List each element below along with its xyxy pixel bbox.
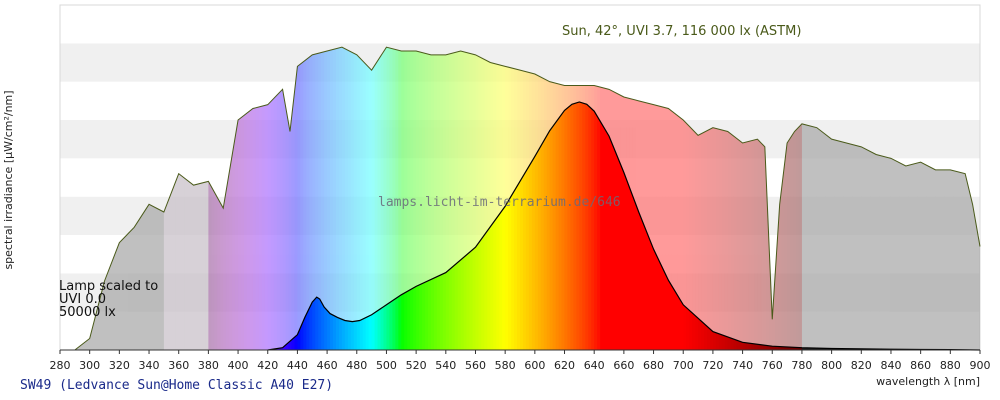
x-tick-label: 720 <box>702 359 723 372</box>
x-tick-label: 300 <box>79 359 100 372</box>
x-tick-label: 520 <box>406 359 427 372</box>
x-tick-label: 340 <box>139 359 160 372</box>
x-tick-label: 420 <box>257 359 278 372</box>
x-tick-label: 780 <box>791 359 812 372</box>
x-tick-label: 400 <box>228 359 249 372</box>
lamp-annotation-line-1: Lamp scaled to <box>59 279 158 294</box>
x-tick-label: 740 <box>732 359 753 372</box>
sun-annotation: Sun, 42°, UVI 3.7, 116 000 lx (ASTM) <box>562 24 801 39</box>
watermark-text: lamps.licht-im-terrarium.de/646 <box>378 195 621 210</box>
x-tick-label: 580 <box>495 359 516 372</box>
y-axis-label: spectral irradiance [µW/cm²/nm] <box>2 90 15 269</box>
x-tick-label: 640 <box>584 359 605 372</box>
x-tick-label: 660 <box>613 359 634 372</box>
x-tick-label: 760 <box>762 359 783 372</box>
lamp-code-label: SW49 (Ledvance Sun@Home Classic A40 E27) <box>20 378 333 393</box>
x-tick-label: 680 <box>643 359 664 372</box>
x-tick-label: 320 <box>109 359 130 372</box>
x-tick-label: 360 <box>168 359 189 372</box>
x-tick-label: 440 <box>287 359 308 372</box>
x-tick-label: 800 <box>821 359 842 372</box>
lamp-annotation-line-3: 50000 lx <box>59 305 116 320</box>
x-tick-label: 480 <box>346 359 367 372</box>
x-tick-label: 820 <box>851 359 872 372</box>
grid-band <box>60 5 980 44</box>
x-tick-label: 380 <box>198 359 219 372</box>
x-tick-label: 700 <box>673 359 694 372</box>
x-tick-label: 900 <box>970 359 991 372</box>
x-ticks: 280 300 320 340 360 380 400 420 440 460 480 500 520 5… <box>50 350 991 372</box>
x-tick-label: 860 <box>910 359 931 372</box>
x-tick-label: 460 <box>317 359 338 372</box>
lamp-spectrum-line <box>267 101 981 351</box>
x-tick-label: 600 <box>524 359 545 372</box>
x-tick-label: 620 <box>554 359 575 372</box>
x-tick-label: 840 <box>880 359 901 372</box>
lamp-annotation-line-2: UVI 0.0 <box>59 292 106 307</box>
sun-spectrum-line <box>74 46 981 351</box>
x-tick-label: 560 <box>465 359 486 372</box>
x-tick-label: 500 <box>376 359 397 372</box>
x-tick-label: 280 <box>50 359 71 372</box>
x-tick-label: 540 <box>435 359 456 372</box>
x-axis-label: wavelength λ [nm] <box>876 375 980 388</box>
x-tick-label: 880 <box>940 359 961 372</box>
